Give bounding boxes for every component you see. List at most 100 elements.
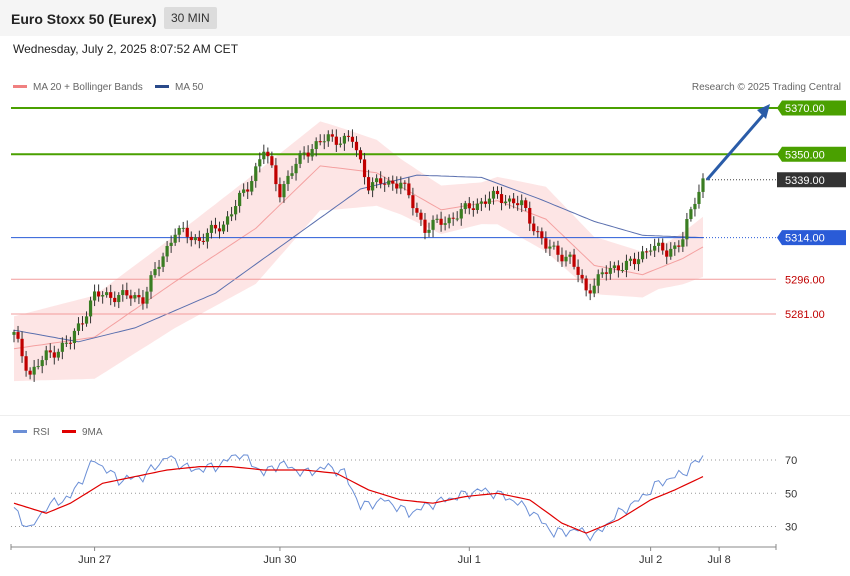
- candle-body: [44, 350, 48, 361]
- candle-body: [149, 275, 153, 292]
- candle-body: [399, 182, 403, 189]
- candle-body: [552, 245, 556, 247]
- candle-body: [431, 219, 435, 230]
- candle-body: [306, 152, 310, 157]
- candle-body: [354, 141, 359, 151]
- x-tick-label: Jun 27: [78, 554, 111, 566]
- candle-body: [371, 182, 375, 191]
- candle-body: [632, 258, 637, 265]
- candle-body: [600, 272, 604, 275]
- candle-body: [68, 342, 73, 344]
- candle-body: [588, 290, 592, 294]
- candle-body: [310, 149, 314, 157]
- candle-body: [52, 352, 56, 358]
- chart-header: Euro Stoxx 50 (Eurex) 30 MIN: [0, 0, 850, 36]
- candle-body: [419, 212, 423, 220]
- candle-body: [109, 292, 113, 298]
- candle-body: [455, 218, 459, 220]
- candle-body: [157, 266, 161, 270]
- candle-body: [117, 295, 121, 303]
- candle-body: [403, 182, 407, 184]
- candle-body: [628, 258, 633, 261]
- candle-body: [153, 269, 157, 276]
- candle-body: [72, 330, 77, 344]
- main-legend: MA 20 + Bollinger Bands MA 50: [13, 82, 204, 93]
- candle-body: [540, 231, 544, 239]
- candle-body: [495, 190, 500, 195]
- candle-body: [423, 219, 427, 233]
- candle-body: [250, 181, 254, 192]
- candle-body: [286, 175, 290, 185]
- candle-body: [330, 134, 334, 137]
- candle-body: [592, 285, 596, 294]
- candle-body: [76, 323, 81, 331]
- candle-body: [338, 143, 342, 145]
- x-tick-label: Jul 8: [707, 554, 730, 566]
- candle-body: [129, 295, 133, 299]
- candle-body: [544, 238, 548, 249]
- last-price-tag: [777, 172, 846, 188]
- candle-body: [177, 227, 181, 235]
- timeframe-badge[interactable]: 30 MIN: [164, 7, 217, 29]
- candle-body: [350, 136, 355, 142]
- candle-body: [326, 134, 330, 142]
- candle-body: [395, 183, 399, 189]
- candle-body: [181, 227, 185, 229]
- candle-body: [173, 234, 177, 243]
- resistance-label: 5370.00: [785, 103, 825, 115]
- candle-body: [266, 151, 270, 157]
- candle-body: [524, 200, 528, 208]
- x-tick-label: Jun 30: [263, 554, 296, 566]
- candle-body: [346, 135, 351, 137]
- candle-body: [334, 136, 338, 145]
- candle-body: [205, 232, 210, 242]
- resistance-tag: [777, 146, 846, 162]
- rsi-panel: 70 50 30: [11, 454, 797, 542]
- candle-body: [213, 224, 218, 229]
- x-tick-label: Jul 1: [458, 554, 481, 566]
- candle-body: [564, 256, 568, 262]
- legend-swatch: [13, 85, 27, 88]
- candle-body: [673, 245, 677, 249]
- candle-body: [475, 203, 479, 210]
- candle-body: [28, 370, 32, 375]
- candle-body: [137, 295, 141, 298]
- candle-body: [40, 360, 44, 367]
- candle-body: [12, 332, 16, 335]
- candle-body: [379, 178, 383, 184]
- candle-body: [532, 223, 536, 232]
- candle-body: [471, 208, 475, 210]
- last-price-label: 5339.00: [785, 175, 825, 187]
- candle-body: [302, 152, 306, 154]
- candle-body: [274, 165, 278, 185]
- pivot-tag: [777, 230, 846, 246]
- candle-body: [439, 218, 443, 225]
- candle-body: [80, 323, 85, 325]
- candle-body: [125, 290, 129, 296]
- candle-body: [262, 151, 266, 160]
- candle-body: [411, 195, 415, 209]
- candle-body: [258, 159, 262, 167]
- candle-body: [516, 203, 520, 206]
- candle-body: [520, 200, 524, 206]
- candle-body: [133, 295, 137, 299]
- candle-body: [161, 256, 165, 267]
- candle-body: [189, 236, 193, 241]
- candle-body: [427, 229, 431, 233]
- candle-body: [467, 203, 471, 209]
- date-time: Wednesday, July 2, 2025 8:07:52 AM CET: [13, 42, 239, 56]
- candle-body: [701, 178, 705, 192]
- candle-body: [407, 183, 411, 196]
- candle-body: [568, 254, 572, 257]
- candle-body: [685, 219, 689, 240]
- candle-body: [113, 297, 117, 303]
- candle-body: [604, 272, 608, 274]
- candle-body: [560, 254, 564, 262]
- rsi-ma-line: [13, 466, 704, 534]
- candle-body: [499, 194, 504, 204]
- ma50-line: [13, 174, 704, 343]
- legend-swatch: [62, 430, 76, 433]
- candle-body: [242, 189, 246, 193]
- resistance-tag: [777, 100, 846, 116]
